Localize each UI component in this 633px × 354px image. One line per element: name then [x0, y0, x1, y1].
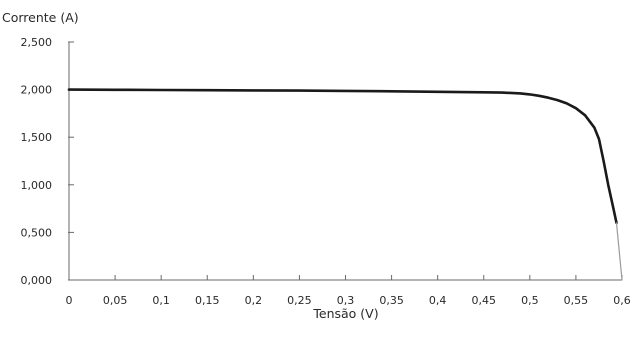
- x-ticks: 0 0,05 0,1 0,15 0,2 0,25 0,3 0,35 0,4 0,45 0,5 0,55…: [66, 275, 631, 307]
- x-tick-label: 0,4: [429, 294, 447, 307]
- y-tick-label: 1,000: [21, 179, 53, 192]
- x-tick-label: 0,2: [245, 294, 263, 307]
- data-series: [67, 88, 623, 281]
- x-tick-label: 0,45: [472, 294, 497, 307]
- x-tick-label: 0,6: [613, 294, 631, 307]
- y-ticks: 0,000 0,500 1,000 1,500 2,000 2,500: [21, 36, 74, 287]
- y-tick-label: 0,000: [21, 274, 53, 287]
- x-tick-label: 0,1: [152, 294, 170, 307]
- iv-curve-line: [67, 88, 618, 225]
- y-axis-title: Corrente (A): [2, 10, 79, 25]
- x-tick-label: 0: [66, 294, 73, 307]
- x-axis-title: Tensão (V): [312, 306, 378, 321]
- y-tick-label: 1,500: [21, 131, 53, 144]
- x-tick-label: 0,55: [564, 294, 589, 307]
- y-tick-label: 2,500: [21, 36, 53, 49]
- y-tick-label: 2,000: [21, 84, 53, 97]
- x-tick-label: 0,3: [337, 294, 355, 307]
- x-tick-label: 0,5: [521, 294, 539, 307]
- y-tick-label: 0,500: [21, 226, 53, 239]
- iv-curve-tail-line: [615, 222, 623, 281]
- x-tick-label: 0,25: [287, 294, 312, 307]
- x-tick-label: 0,35: [379, 294, 404, 307]
- x-tick-label: 0,15: [195, 294, 220, 307]
- x-tick-label: 0,05: [103, 294, 128, 307]
